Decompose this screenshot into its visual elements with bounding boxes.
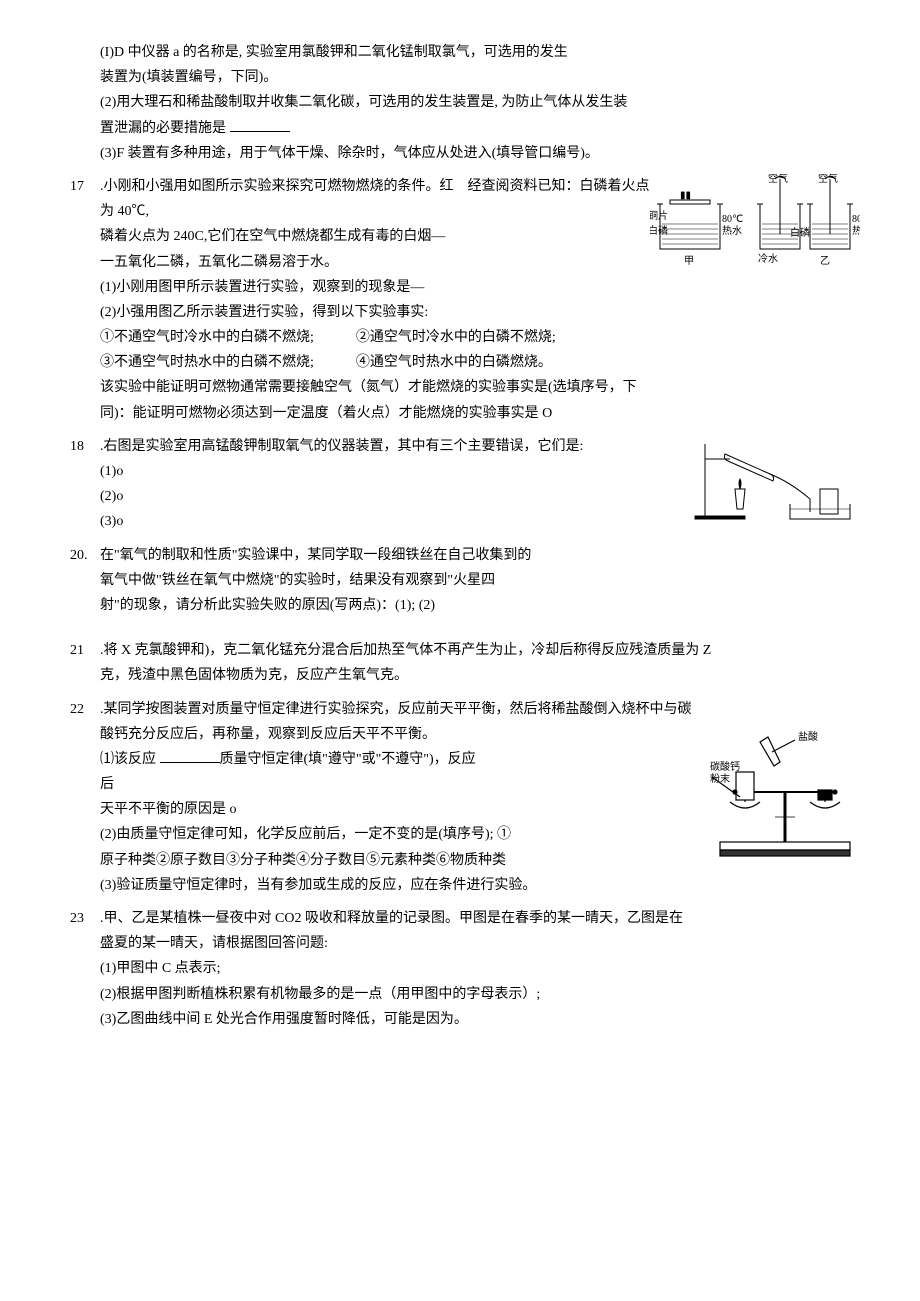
question-number-17: 17 (70, 174, 84, 199)
question-18: 18 .右图是实验室用高锰酸钾制取氧气的仪器装置，其中有三个主要错误，它们是: … (100, 434, 860, 535)
svg-text:盐酸: 盐酸 (798, 730, 818, 743)
question-number-20: 20. (70, 543, 88, 568)
svg-text:热水: 热水 (722, 224, 742, 237)
q16-line4: 置泄漏的必要措施是 (100, 116, 860, 141)
svg-text:粉末: 粉末 (710, 772, 730, 785)
svg-text:热水: 热水 (852, 224, 860, 237)
svg-text:80℃: 80℃ (722, 214, 743, 225)
svg-text:空气: 空气 (818, 174, 838, 185)
question-number-21: 21 (70, 638, 84, 663)
svg-text:80℃: 80℃ (852, 214, 860, 225)
q16-line3: (2)用大理石和稀盐酸制取并收集二氧化碳，可选用的发生装置是, 为防止气体从发生… (100, 90, 860, 115)
question-number-22: 22 (70, 697, 84, 722)
figure-q18-apparatus (690, 434, 860, 535)
blank (160, 748, 220, 763)
svg-text:碳酸钙: 碳酸钙 (710, 760, 740, 773)
question-22: 22 .某同学按图装置对质量守恒定律进行实验探究，反应前天平平衡，然后将稀盐酸倒… (100, 697, 860, 899)
svg-text:甲: 甲 (684, 256, 694, 267)
q16-line1: (I)D 中仪器 a 的名称是, 实验室用氯酸钾和二氧化锰制取氯气，可选用的发生 (100, 40, 860, 65)
svg-text:白磷: 白磷 (790, 226, 810, 239)
question-21: 21 .将 X 克氯酸钾和)，克二氧化锰充分混合后加热至气体不再产生为止，冷却后… (100, 638, 860, 688)
figure-q22-balance: 盐酸 碳酸钙 粉末 (710, 722, 860, 873)
svg-text:铜片: 铜片 (650, 209, 668, 222)
figure-q17-beakers: ▮▮ 铜片 白磷 80℃ 热水 甲 (650, 174, 860, 300)
svg-text:乙: 乙 (820, 255, 830, 267)
svg-text:白磷: 白磷 (650, 224, 668, 237)
question-17: 17 .小刚和小强用如图所示实验来探究可燃物燃烧的条件。红 经查阅资料已知：白磷… (100, 174, 860, 426)
blank (230, 117, 290, 132)
question-number-18: 18 (70, 434, 84, 459)
q16-line5: (3)F 装置有多种用途，用于气体干燥、除杂时，气体应从处进入(填导管口编号)。 (100, 141, 860, 166)
question-20: 20. 在"氧气的制取和性质"实验课中，某同学取一段细铁丝在自己收集到的 氧气中… (100, 543, 860, 619)
svg-text:空气: 空气 (768, 174, 788, 185)
question-16-tail: (I)D 中仪器 a 的名称是, 实验室用氯酸钾和二氧化锰制取氯气，可选用的发生… (100, 40, 860, 166)
question-23: 23 .甲、乙是某植株一昼夜中对 CO2 吸收和释放量的记录图。甲图是在春季的某… (100, 906, 860, 1032)
question-number-23: 23 (70, 906, 84, 931)
svg-text:冷水: 冷水 (758, 252, 778, 265)
q16-line2: 装置为(填装置编号，下同)。 (100, 65, 860, 90)
svg-text:▮▮: ▮▮ (680, 190, 691, 201)
